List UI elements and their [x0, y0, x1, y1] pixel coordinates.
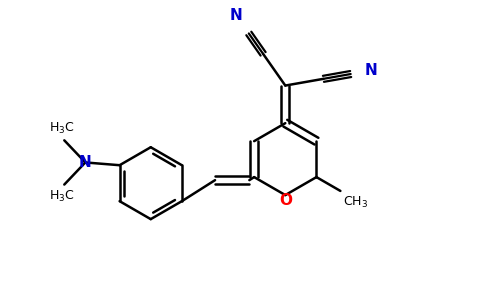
- Text: H$_3$C: H$_3$C: [49, 121, 75, 136]
- Text: H$_3$C: H$_3$C: [49, 189, 75, 204]
- Text: CH$_3$: CH$_3$: [343, 195, 368, 211]
- Text: O: O: [279, 193, 292, 208]
- Text: N: N: [365, 63, 378, 78]
- Text: N: N: [79, 155, 91, 170]
- Text: N: N: [230, 8, 242, 23]
